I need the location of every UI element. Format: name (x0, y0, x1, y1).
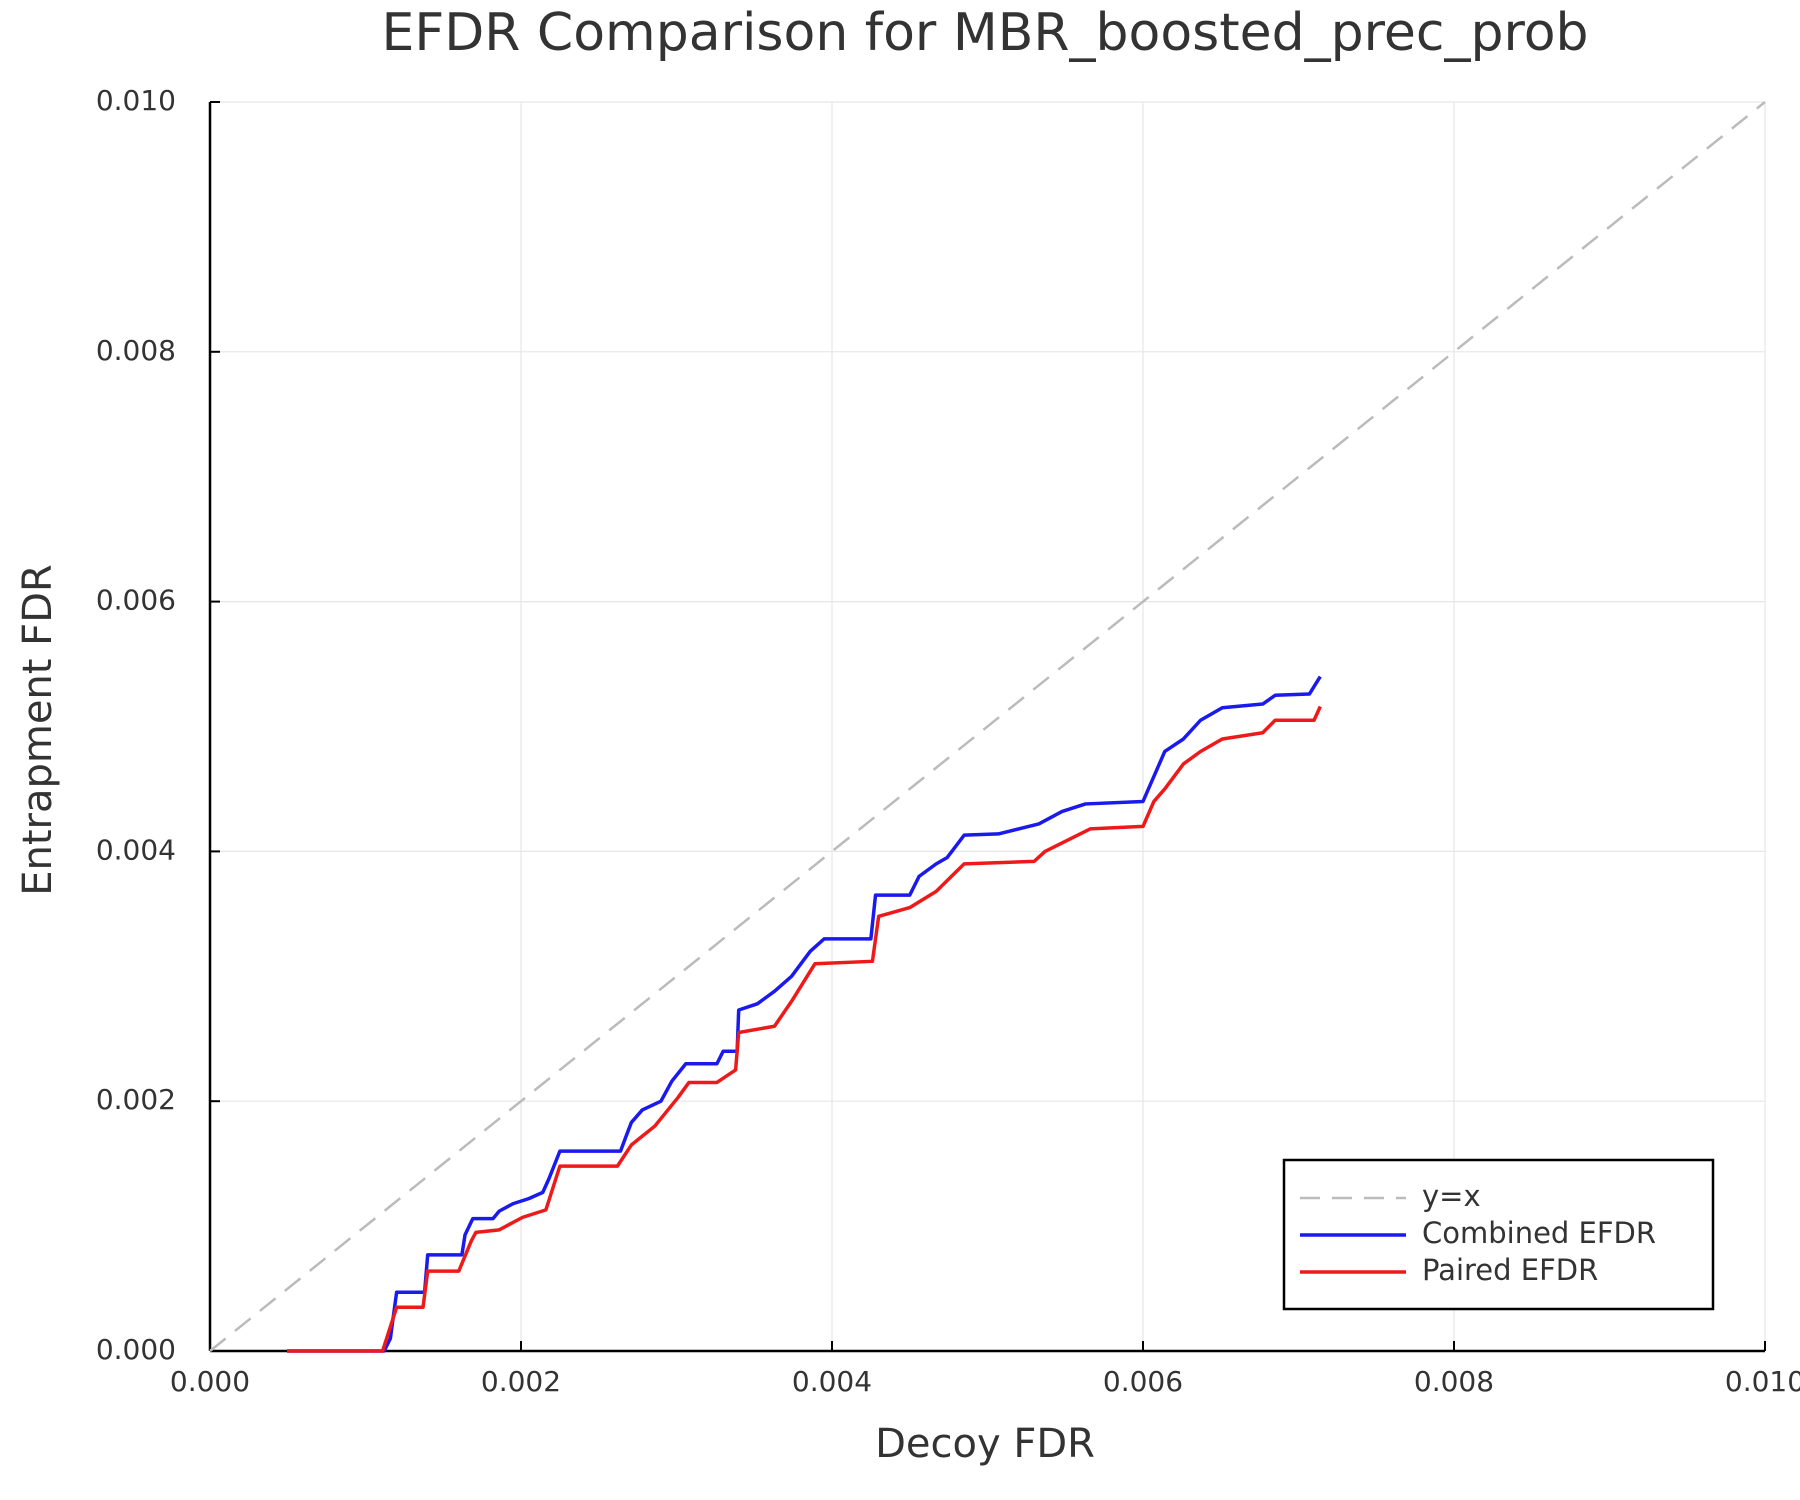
y-tick-label: 0.010 (96, 84, 176, 117)
y-tick-label: 0.006 (96, 584, 176, 617)
x-axis-label: Decoy FDR (875, 1421, 1095, 1467)
y-tick-label: 0.002 (96, 1083, 176, 1116)
data-line (209, 101, 1766, 1352)
x-tick-label: 0.000 (170, 1365, 250, 1398)
legend-label: y=x (1422, 1179, 1481, 1213)
x-tick-label: 0.004 (792, 1365, 872, 1398)
y-tick-label: 0.000 (96, 1333, 176, 1366)
chart-title: EFDR Comparison for MBR_boosted_prec_pro… (381, 3, 1588, 63)
y-axis-label: Entrapment FDR (15, 564, 61, 896)
y-tick-label: 0.008 (96, 334, 176, 367)
data-line (286, 675, 1322, 1353)
legend-label: Paired EFDR (1422, 1253, 1598, 1287)
x-tick-label: 0.002 (481, 1365, 561, 1398)
data-line (286, 705, 1322, 1353)
x-tick-label: 0.008 (1414, 1365, 1494, 1398)
x-tick-label: 0.006 (1103, 1365, 1183, 1398)
x-tick-label: 0.010 (1725, 1365, 1800, 1398)
legend-label: Combined EFDR (1422, 1216, 1656, 1250)
y-tick-label: 0.004 (96, 833, 176, 866)
